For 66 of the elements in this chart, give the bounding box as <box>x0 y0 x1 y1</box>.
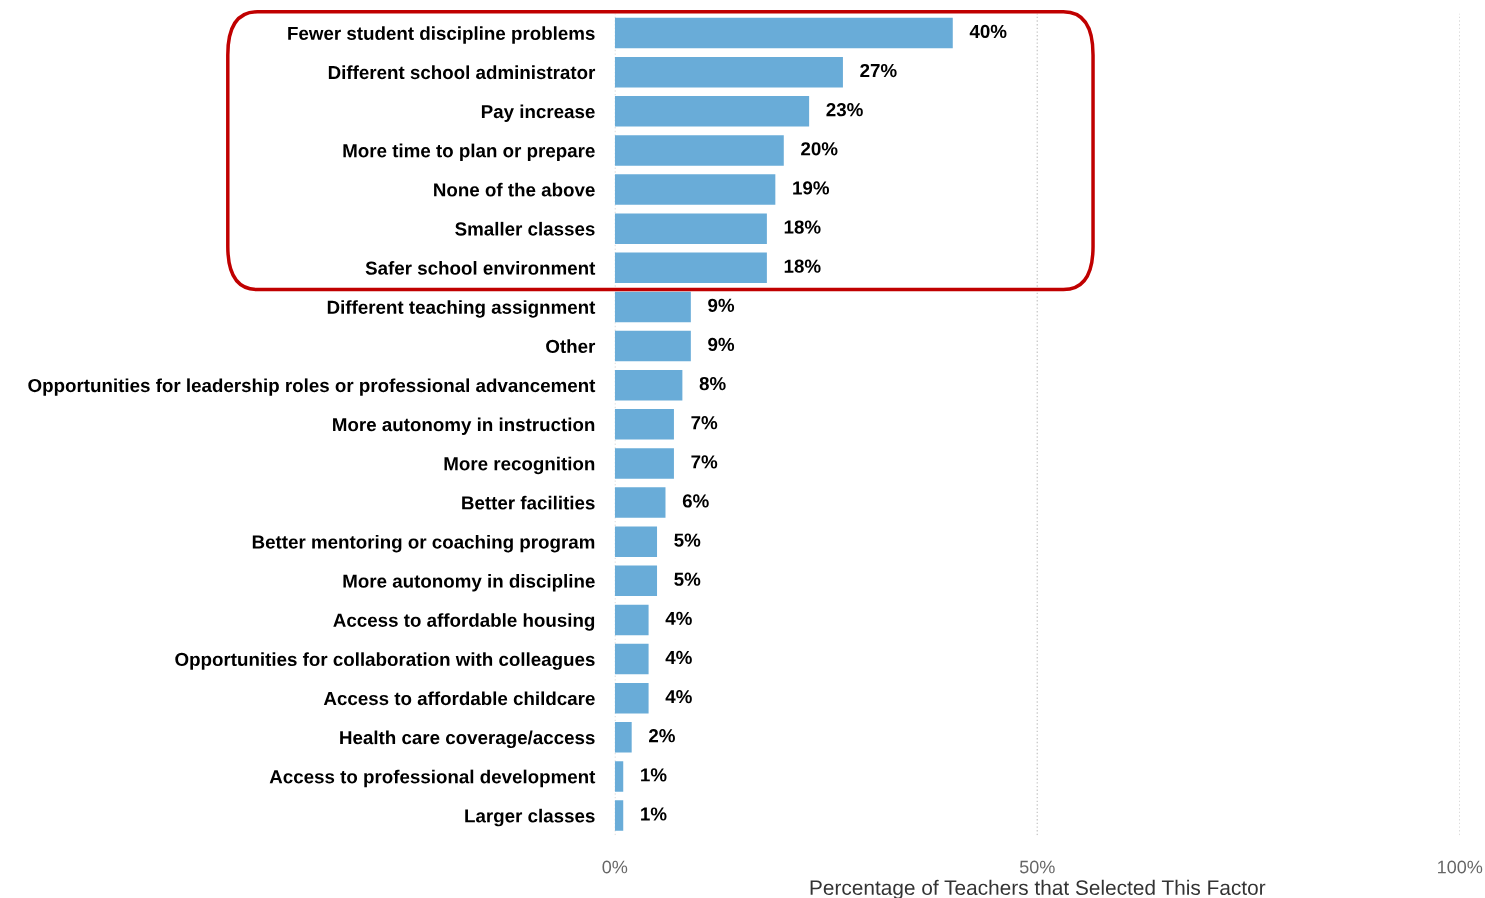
data-label: 6% <box>682 494 709 508</box>
bar <box>614 448 674 479</box>
y-tick-label: Opportunities for leadership roles or professional advancement <box>28 378 596 396</box>
bar <box>614 487 666 518</box>
data-label: 4% <box>665 650 692 665</box>
y-tick-label: Other <box>546 339 596 354</box>
bar <box>614 213 767 244</box>
x-tick-label: 50% <box>1019 860 1055 874</box>
x-tick-label: 0% <box>602 860 628 874</box>
bar <box>614 526 658 557</box>
y-tick-label: Pay increase <box>481 104 595 122</box>
y-tick-label: Better facilities <box>462 495 595 510</box>
y-tick-label: More autonomy in instruction <box>333 417 595 435</box>
data-label: 5% <box>674 533 701 547</box>
y-tick-label: Better mentoring or coaching program <box>252 534 595 553</box>
bar <box>614 56 843 88</box>
bar <box>614 291 691 323</box>
bar <box>614 800 624 831</box>
bar <box>614 174 776 205</box>
data-label: 20% <box>801 142 838 156</box>
bar <box>614 409 674 440</box>
y-tick-label: More time to plan or prepare <box>343 143 595 162</box>
data-label: 7% <box>691 416 718 430</box>
y-tick-label: Opportunities for collaboration with colleagues <box>175 652 595 670</box>
data-label: 4% <box>665 611 692 625</box>
data-label: 27% <box>860 63 897 78</box>
y-tick-label: Safer school environment <box>365 261 596 275</box>
bar <box>614 369 683 401</box>
y-tick-label: Different teaching assignment <box>327 300 596 318</box>
bar <box>614 330 691 362</box>
data-label: 9% <box>708 337 735 352</box>
y-tick-label: Access to affordable childcare <box>323 691 595 706</box>
y-tick-label: Fewer student discipline problems <box>288 26 595 44</box>
y-tick-label: Access to affordable housing <box>333 613 595 631</box>
bar <box>614 722 632 753</box>
data-label: 8% <box>699 376 726 391</box>
bar <box>614 761 624 792</box>
data-label: 19% <box>793 181 830 195</box>
x-tick-label: 100% <box>1438 860 1483 874</box>
bar <box>614 682 649 714</box>
data-label: 1% <box>641 768 667 782</box>
data-label: 1% <box>641 807 667 821</box>
y-tick-label: More autonomy in discipline <box>343 574 595 592</box>
data-label: 18% <box>784 220 821 234</box>
bar <box>614 565 658 597</box>
bar <box>614 135 784 166</box>
data-label: 18% <box>784 259 821 273</box>
y-tick-label: Larger classes <box>465 808 595 827</box>
data-label: 40% <box>969 24 1007 39</box>
y-tick-label: Smaller classes <box>455 221 595 236</box>
y-tick-label: Health care coverage/access <box>340 730 595 749</box>
data-label: 4% <box>665 690 692 704</box>
y-tick-label: Different school administrator <box>328 65 596 80</box>
y-tick-label: More recognition <box>444 456 595 475</box>
data-label: 5% <box>674 572 701 586</box>
bar <box>614 96 810 127</box>
bar <box>614 17 953 49</box>
bar <box>614 604 649 636</box>
data-label: 23% <box>826 103 863 117</box>
bar <box>614 643 649 675</box>
data-label: 2% <box>649 729 675 743</box>
data-label: 9% <box>708 298 735 312</box>
data-label: 7% <box>691 455 718 469</box>
y-tick-label: None of the above <box>434 182 595 197</box>
bar <box>614 252 767 284</box>
y-tick-label: Access to professional development <box>269 769 596 788</box>
